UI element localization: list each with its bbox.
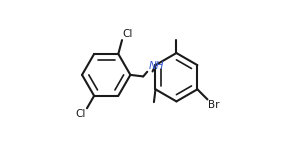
Text: Br: Br (208, 100, 220, 110)
Text: Cl: Cl (76, 109, 86, 119)
Text: NH: NH (149, 61, 165, 71)
Text: Cl: Cl (123, 29, 133, 39)
